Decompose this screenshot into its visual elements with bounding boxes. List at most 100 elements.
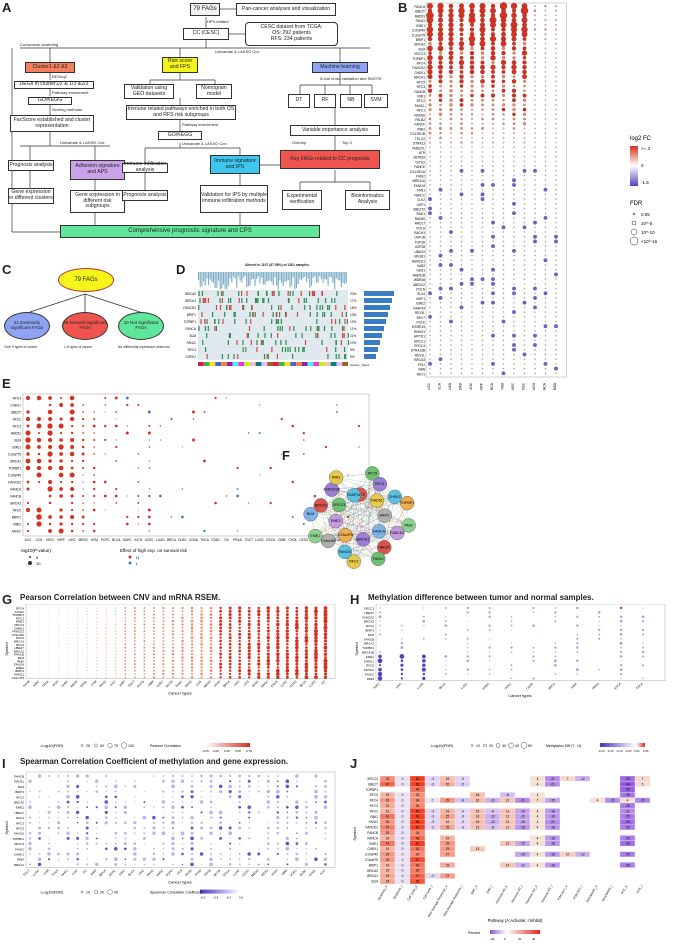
panelI-point [238,842,241,845]
panel-b-point [471,160,473,163]
panelG-point [152,673,155,675]
panel-d-alteration [328,305,330,310]
panel-e-point [81,522,85,526]
panelI-point [95,785,98,788]
panel-b-point [544,184,547,186]
panel-d-alteration [280,340,282,345]
panel-e-gene-label: C19orf40 [8,474,21,478]
panelI-point [314,789,318,794]
panel-d-alteration [285,340,287,345]
panel-e-cancer-label: COAD [189,538,199,542]
panel-j-cell-value: -12 [490,820,495,824]
panelG-point [209,623,213,626]
panel-e-point [259,474,261,476]
panel-f-edge [315,484,380,537]
panelG-point [48,637,50,639]
panel-d-top-bar [269,272,271,281]
panel-j-cell [619,873,636,879]
panel-e-point [125,522,129,526]
panel-j-cell [559,802,576,809]
panel-b-point [523,330,526,332]
panel-e-point [302,431,305,435]
panel-b-gene-label: RHNO1 [414,330,425,334]
panel-b-point [512,310,516,314]
panel-b-point [450,254,452,257]
panel-e-point [280,417,283,421]
panelG-point [172,640,174,642]
panel-b-point [502,221,505,224]
panel-b-point [471,320,473,323]
panel-b-point [439,363,442,365]
panel-b-point [544,334,547,337]
panel-b-point [491,361,495,366]
panel-b-point [534,165,536,167]
panel-j-cell [559,808,576,814]
panel-e-point [104,424,107,428]
panelI-point [315,853,317,855]
panel-b-point [533,28,537,31]
panel-b-gene-label: RFC4 [417,62,426,66]
panelG-point [257,622,261,627]
panel-b-point [439,141,442,144]
panel-d-top-bar [299,272,301,280]
panelG-point [304,613,308,617]
panel-b-point [438,93,443,98]
panelG-cancer-label: ESCA [270,679,279,688]
panelG-point [275,672,280,676]
panel-d-alteration [344,354,346,359]
panel-b-point [471,358,473,360]
panel-d-top-bar [214,272,216,289]
panel-e-point [70,501,74,505]
panel-e-point [93,522,96,526]
panelI-point [248,827,251,829]
panel-j-cell [514,846,531,852]
panel-j-gene-label: RMI2 [370,815,378,819]
panelG-point [171,653,175,656]
panel-e-point [36,521,42,527]
panel-d-gene-label: BRCA1 [185,299,196,303]
panel-j-cell [484,835,501,841]
panelG-point [276,649,280,653]
panel-j-cell-value: 25 [446,826,450,830]
panelG-point [67,640,69,642]
panel-e-point [93,502,95,504]
panel-b-point [555,283,557,285]
panel-j-cell-value: 19 [386,847,390,851]
panel-b-point [502,353,505,356]
flow-immune-infil: Immune infiltration analysis [122,161,168,173]
panel-e-point [137,481,140,483]
panelG-point [219,652,223,656]
panel-b-point [523,311,526,313]
panelG-point [219,619,223,623]
panelI-point [210,842,212,845]
panel-j-cell-value: 44 [416,788,420,792]
panelG-point [29,617,31,619]
panelG-point [257,675,261,679]
panelH-point [620,625,622,627]
panel-b-point [439,278,442,280]
panelG-point [143,623,146,626]
panelG-point [77,650,79,652]
flow-scoring: Scoring methods [52,107,83,112]
flow-hpv: HPV-related [207,19,229,24]
panel-b-point [439,146,442,148]
panelG-point [124,626,127,629]
panel-j-cell [574,824,591,831]
panel-e-point [115,502,118,504]
panel-b-point [492,146,494,148]
panel-j-cell-value: 34 [416,804,420,808]
panel-d-alteration [202,340,204,345]
panelG-point [314,665,318,670]
panelI-point [267,785,269,788]
panel-d-side-bar [364,298,392,303]
panelG-point [295,655,299,660]
panel-j-cell-value: 4 [537,777,539,781]
panel-e-point [70,445,75,449]
panel-b-point [513,316,515,318]
panelG-point [190,643,194,646]
panelG-point [77,633,79,635]
panel-d-alteration [298,298,300,303]
panelG-point [162,610,165,613]
panelG-point [29,614,31,615]
panel-d-alteration [289,291,291,296]
